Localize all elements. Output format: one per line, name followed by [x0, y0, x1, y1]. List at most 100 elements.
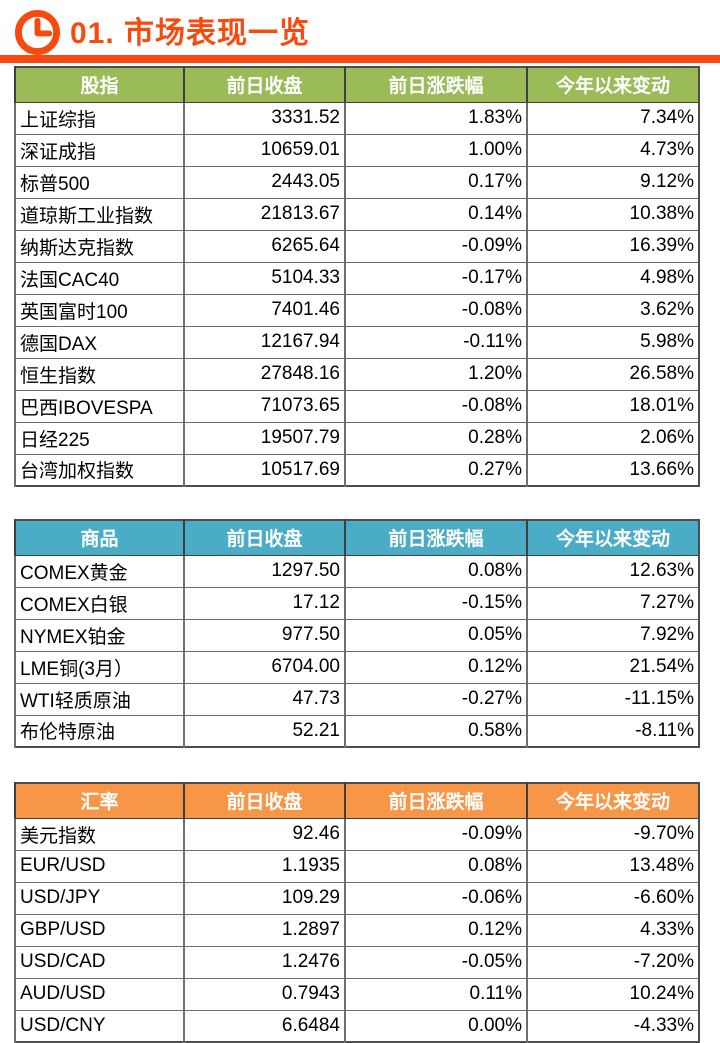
value-cell: 4.33%: [526, 913, 700, 947]
table-row: USD/CAD 1.2476 -0.05% -7.20%: [14, 945, 700, 979]
value-cell: 71073.65: [183, 389, 346, 423]
column-header: 今年以来变动: [526, 782, 700, 819]
value-cell: 6704.00: [183, 650, 346, 684]
commodities-body: COMEX黄金 1297.50 0.08% 12.63% COMEX白银 17.12 -0.…: [14, 554, 700, 748]
value-cell: 21813.67: [183, 197, 346, 231]
value-cell: 1.2476: [183, 945, 346, 979]
value-cell: 4.73%: [526, 133, 700, 167]
clock-icon: [14, 9, 61, 55]
value-cell: 1.83%: [344, 101, 528, 135]
page-title: 01. 市场表现一览: [70, 17, 311, 50]
value-cell: 7.27%: [526, 586, 700, 620]
value-cell: 2443.05: [183, 165, 346, 199]
value-cell: -0.06%: [344, 881, 528, 915]
header-row: 商品 前日收盘 前日涨跌幅 今年以来变动: [14, 519, 700, 556]
value-cell: -0.09%: [344, 229, 528, 263]
value-cell: 13.66%: [526, 453, 700, 487]
value-cell: -0.08%: [344, 293, 528, 327]
value-cell: 92.46: [183, 817, 346, 851]
value-cell: 19507.79: [183, 421, 346, 455]
row-label-cell: AUD/USD: [14, 977, 185, 1011]
value-cell: 17.12: [183, 586, 346, 620]
value-cell: 10.38%: [526, 197, 700, 231]
table-row: NYMEX铂金 977.50 0.05% 7.92%: [14, 618, 700, 652]
value-cell: -0.11%: [344, 325, 528, 359]
value-cell: 0.28%: [344, 421, 528, 455]
table-row: 纳斯达克指数 6265.64 -0.09% 16.39%: [14, 229, 700, 263]
value-cell: 21.54%: [526, 650, 700, 684]
value-cell: 27848.16: [183, 357, 346, 391]
column-header: 前日涨跌幅: [344, 519, 528, 556]
title-divider: [0, 55, 720, 63]
table-row: USD/CNY 6.6484 0.00% -4.33%: [14, 1009, 700, 1043]
table-row: 上证综指 3331.52 1.83% 7.34%: [14, 101, 700, 135]
value-cell: 7.34%: [526, 101, 700, 135]
value-cell: -6.60%: [526, 881, 700, 915]
value-cell: 12167.94: [183, 325, 346, 359]
row-label-cell: COMEX白银: [14, 586, 185, 620]
column-header: 前日涨跌幅: [344, 66, 528, 103]
value-cell: 0.08%: [344, 849, 528, 883]
value-cell: 0.12%: [344, 913, 528, 947]
value-cell: -0.09%: [344, 817, 528, 851]
row-label-cell: NYMEX铂金: [14, 618, 185, 652]
row-label-cell: 纳斯达克指数: [14, 229, 185, 263]
row-label-cell: 标普500: [14, 165, 185, 199]
value-cell: 0.11%: [344, 977, 528, 1011]
row-label-cell: 布伦特原油: [14, 714, 185, 748]
table-row: LME铜(3月） 6704.00 0.12% 21.54%: [14, 650, 700, 684]
value-cell: 18.01%: [526, 389, 700, 423]
value-cell: -0.17%: [344, 261, 528, 295]
table-row: 标普500 2443.05 0.17% 9.12%: [14, 165, 700, 199]
column-header: 汇率: [14, 782, 185, 819]
stock-indices-header: 股指 前日收盘 前日涨跌幅 今年以来变动: [14, 66, 700, 103]
commodities-header: 商品 前日收盘 前日涨跌幅 今年以来变动: [14, 519, 700, 556]
table-row: COMEX白银 17.12 -0.15% 7.27%: [14, 586, 700, 620]
column-header: 商品: [14, 519, 185, 556]
stock-indices-table: 股指 前日收盘 前日涨跌幅 今年以来变动 上证综指 3331.52 1.83% 7.3…: [14, 66, 700, 487]
value-cell: 2.06%: [526, 421, 700, 455]
value-cell: 10.24%: [526, 977, 700, 1011]
fx-rates-body: 美元指数 92.46 -0.09% -9.70% EUR/USD 1.1935 0.08% 1…: [14, 817, 700, 1043]
value-cell: 16.39%: [526, 229, 700, 263]
table-row: COMEX黄金 1297.50 0.08% 12.63%: [14, 554, 700, 588]
row-label-cell: USD/CAD: [14, 945, 185, 979]
value-cell: 977.50: [183, 618, 346, 652]
value-cell: 7.92%: [526, 618, 700, 652]
column-header: 股指: [14, 66, 185, 103]
value-cell: 1.20%: [344, 357, 528, 391]
value-cell: -9.70%: [526, 817, 700, 851]
value-cell: -0.05%: [344, 945, 528, 979]
value-cell: 1.1935: [183, 849, 346, 883]
table-row: AUD/USD 0.7943 0.11% 10.24%: [14, 977, 700, 1011]
table-row: EUR/USD 1.1935 0.08% 13.48%: [14, 849, 700, 883]
table-row: WTI轻质原油 47.73 -0.27% -11.15%: [14, 682, 700, 716]
column-header: 前日收盘: [183, 519, 346, 556]
value-cell: -4.33%: [526, 1009, 700, 1043]
value-cell: 1297.50: [183, 554, 346, 588]
row-label-cell: GBP/USD: [14, 913, 185, 947]
row-label-cell: 日经225: [14, 421, 185, 455]
fx-rates-header: 汇率 前日收盘 前日涨跌幅 今年以来变动: [14, 782, 700, 819]
value-cell: 6.6484: [183, 1009, 346, 1043]
value-cell: 5104.33: [183, 261, 346, 295]
table-row: 英国富时100 7401.46 -0.08% 3.62%: [14, 293, 700, 327]
row-label-cell: WTI轻质原油: [14, 682, 185, 716]
value-cell: 109.29: [183, 881, 346, 915]
value-cell: 10517.69: [183, 453, 346, 487]
value-cell: 0.17%: [344, 165, 528, 199]
value-cell: 5.98%: [526, 325, 700, 359]
table-row: 日经225 19507.79 0.28% 2.06%: [14, 421, 700, 455]
value-cell: 9.12%: [526, 165, 700, 199]
row-label-cell: LME铜(3月）: [14, 650, 185, 684]
table-row: 道琼斯工业指数 21813.67 0.14% 10.38%: [14, 197, 700, 231]
value-cell: -8.11%: [526, 714, 700, 748]
table-row: GBP/USD 1.2897 0.12% 4.33%: [14, 913, 700, 947]
row-label-cell: 英国富时100: [14, 293, 185, 327]
row-label-cell: 道琼斯工业指数: [14, 197, 185, 231]
value-cell: 1.00%: [344, 133, 528, 167]
row-label-cell: 美元指数: [14, 817, 185, 851]
row-label-cell: 德国DAX: [14, 325, 185, 359]
value-cell: -7.20%: [526, 945, 700, 979]
row-label-cell: 台湾加权指数: [14, 453, 185, 487]
